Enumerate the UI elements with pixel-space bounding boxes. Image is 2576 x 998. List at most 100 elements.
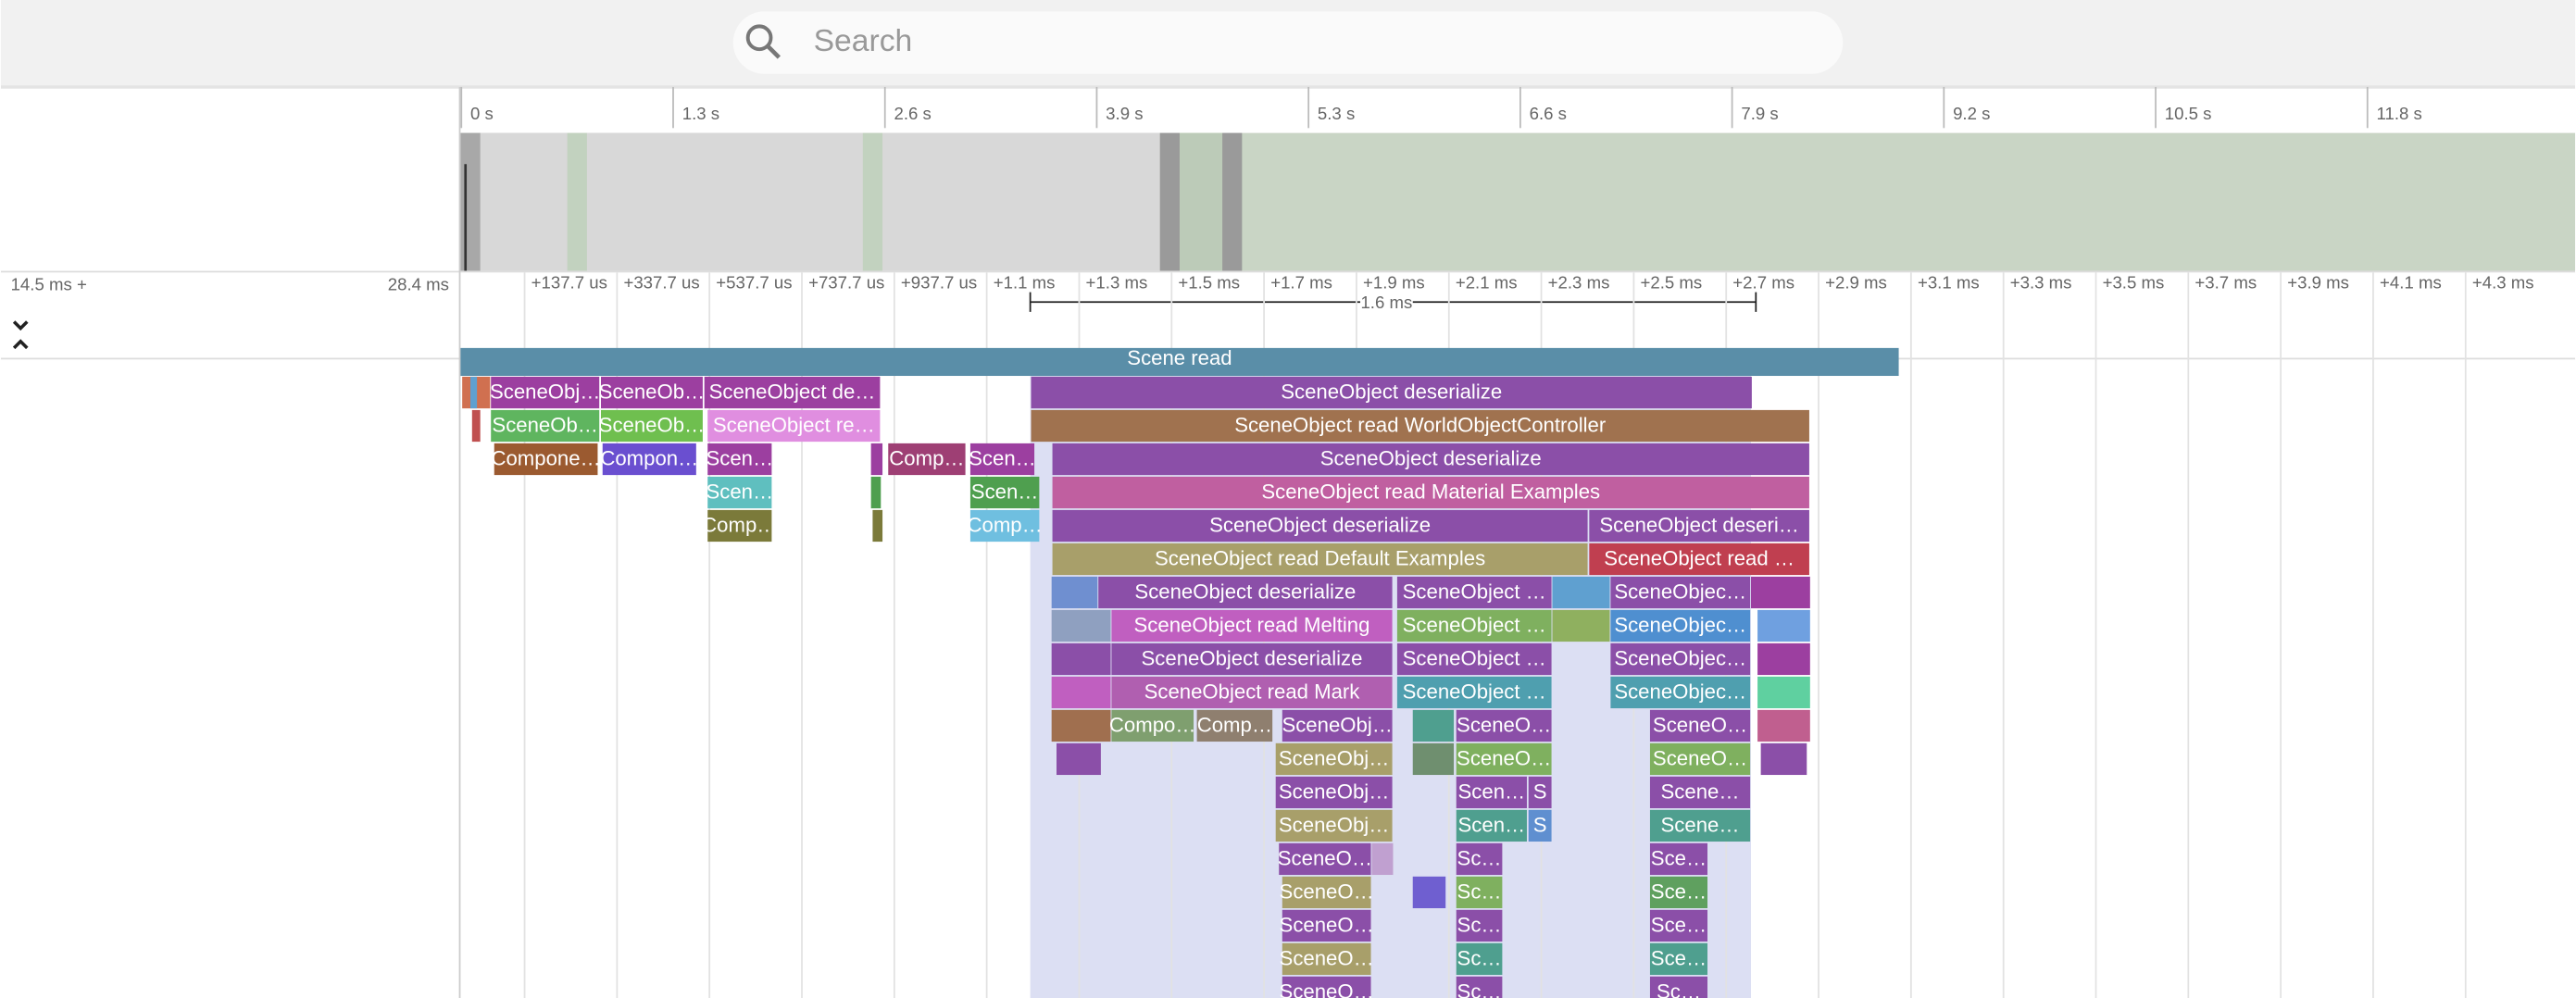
flame-block[interactable] bbox=[1456, 709, 1552, 742]
flame-block[interactable] bbox=[1111, 709, 1194, 742]
flame-block[interactable] bbox=[1275, 742, 1393, 776]
flame-block[interactable] bbox=[1610, 609, 1751, 642]
flame-block[interactable] bbox=[969, 443, 1035, 476]
flame-block[interactable] bbox=[491, 376, 600, 409]
flame-block[interactable] bbox=[1649, 842, 1708, 876]
flame-block[interactable] bbox=[600, 409, 703, 443]
flame-sliver[interactable] bbox=[1412, 742, 1455, 776]
flame-block[interactable] bbox=[1111, 609, 1393, 642]
overview-tick-label: 6.6 s bbox=[1530, 104, 1567, 123]
flame-sliver[interactable] bbox=[1412, 876, 1446, 909]
flame-sliver[interactable] bbox=[1051, 576, 1098, 609]
flame-block[interactable] bbox=[1052, 509, 1588, 543]
flame-block[interactable] bbox=[491, 409, 600, 443]
flame-block[interactable] bbox=[707, 443, 772, 476]
flame-sliver[interactable] bbox=[471, 409, 481, 443]
flame-block[interactable] bbox=[1396, 576, 1552, 609]
flame-block[interactable] bbox=[1589, 509, 1809, 543]
flame-block[interactable] bbox=[707, 476, 772, 509]
flame-block[interactable] bbox=[602, 443, 696, 476]
flame-sliver[interactable] bbox=[1057, 742, 1101, 776]
flame-sliver[interactable] bbox=[1051, 642, 1111, 676]
flame-block[interactable] bbox=[1111, 676, 1393, 709]
flame-block[interactable] bbox=[1031, 376, 1752, 409]
flame-block[interactable] bbox=[1456, 842, 1503, 876]
flame-block[interactable] bbox=[704, 376, 881, 409]
flame-block[interactable] bbox=[969, 509, 1040, 543]
flame-block[interactable] bbox=[1528, 776, 1552, 809]
flame-block[interactable] bbox=[1649, 776, 1751, 809]
selection-label-bg bbox=[1360, 292, 1413, 312]
flame-sliver[interactable] bbox=[872, 509, 883, 543]
flame-block[interactable] bbox=[494, 443, 598, 476]
flame-sliver[interactable] bbox=[1051, 609, 1111, 642]
flame-block[interactable] bbox=[1456, 742, 1552, 776]
flame-block[interactable] bbox=[1456, 809, 1527, 842]
flame-block[interactable] bbox=[1279, 842, 1371, 876]
flame-block[interactable] bbox=[1649, 909, 1708, 942]
flame-block[interactable] bbox=[1649, 709, 1751, 742]
flame-sliver[interactable] bbox=[870, 476, 882, 509]
search-box[interactable] bbox=[732, 11, 1844, 74]
flame-block[interactable] bbox=[1111, 642, 1393, 676]
flame-block[interactable] bbox=[1282, 942, 1371, 976]
flame-block[interactable] bbox=[888, 443, 966, 476]
flame-block[interactable] bbox=[1528, 809, 1552, 842]
flame-block[interactable] bbox=[1052, 543, 1588, 576]
flame-label: SceneOb… bbox=[492, 413, 598, 436]
flame-label: SceneO… bbox=[1457, 746, 1551, 769]
flame-block[interactable] bbox=[1610, 576, 1751, 609]
flame-sliver[interactable] bbox=[470, 376, 478, 409]
flame-block[interactable] bbox=[1396, 642, 1552, 676]
flame-block[interactable] bbox=[1456, 776, 1527, 809]
flame-block[interactable] bbox=[1396, 676, 1552, 709]
flame-block[interactable] bbox=[1610, 676, 1751, 709]
flame-sliver[interactable] bbox=[1552, 576, 1610, 609]
flame-sliver[interactable] bbox=[1760, 742, 1807, 776]
flame-block[interactable] bbox=[1282, 876, 1371, 909]
flame-block[interactable] bbox=[1196, 709, 1273, 742]
flame-block[interactable] bbox=[1649, 809, 1751, 842]
flame-sliver[interactable] bbox=[1757, 609, 1810, 642]
flame-sliver[interactable] bbox=[1757, 676, 1810, 709]
flame-block[interactable] bbox=[969, 476, 1040, 509]
flame-block[interactable] bbox=[600, 376, 703, 409]
flame-block[interactable] bbox=[1031, 409, 1809, 443]
flame-block[interactable] bbox=[1275, 809, 1393, 842]
flame-block[interactable] bbox=[1282, 709, 1393, 742]
flame-block[interactable] bbox=[1649, 976, 1708, 998]
flame-block[interactable] bbox=[707, 409, 881, 443]
flame-block[interactable] bbox=[1649, 876, 1708, 909]
collapse-button[interactable] bbox=[12, 320, 29, 350]
flame-label: Compo… bbox=[1109, 713, 1196, 736]
flame-sliver[interactable] bbox=[1412, 709, 1455, 742]
flame-block[interactable] bbox=[1610, 642, 1751, 676]
flame-block[interactable] bbox=[707, 509, 772, 543]
flame-block[interactable] bbox=[1282, 976, 1371, 998]
flame-sliver[interactable] bbox=[870, 443, 883, 476]
overview-track bbox=[460, 132, 481, 271]
flame-sliver[interactable] bbox=[1371, 842, 1394, 876]
flame-sliver[interactable] bbox=[1757, 709, 1810, 742]
flame-sliver[interactable] bbox=[1757, 642, 1810, 676]
flame-block[interactable] bbox=[1052, 476, 1809, 509]
flame-block[interactable] bbox=[1589, 543, 1809, 576]
flame-block[interactable] bbox=[1456, 909, 1503, 942]
flame-block[interactable] bbox=[1098, 576, 1393, 609]
flame-block[interactable] bbox=[1275, 776, 1393, 809]
flame-block[interactable] bbox=[1649, 742, 1751, 776]
flame-sliver[interactable] bbox=[1750, 576, 1810, 609]
flame-block[interactable] bbox=[1456, 976, 1503, 998]
flame-sliver[interactable] bbox=[1051, 676, 1111, 709]
flame-block[interactable] bbox=[1456, 876, 1503, 909]
flame-label: SceneObject deserialize bbox=[1142, 646, 1363, 669]
flame-sliver[interactable] bbox=[1051, 709, 1111, 742]
flame-block[interactable] bbox=[1396, 609, 1552, 642]
scene-read-bar[interactable] bbox=[460, 347, 1899, 377]
flame-block[interactable] bbox=[1052, 443, 1809, 476]
flame-label: SceneObj… bbox=[1279, 780, 1389, 803]
flame-block[interactable] bbox=[1456, 942, 1503, 976]
flame-block[interactable] bbox=[1282, 909, 1371, 942]
flame-sliver[interactable] bbox=[1552, 609, 1610, 642]
flame-block[interactable] bbox=[1649, 942, 1708, 976]
